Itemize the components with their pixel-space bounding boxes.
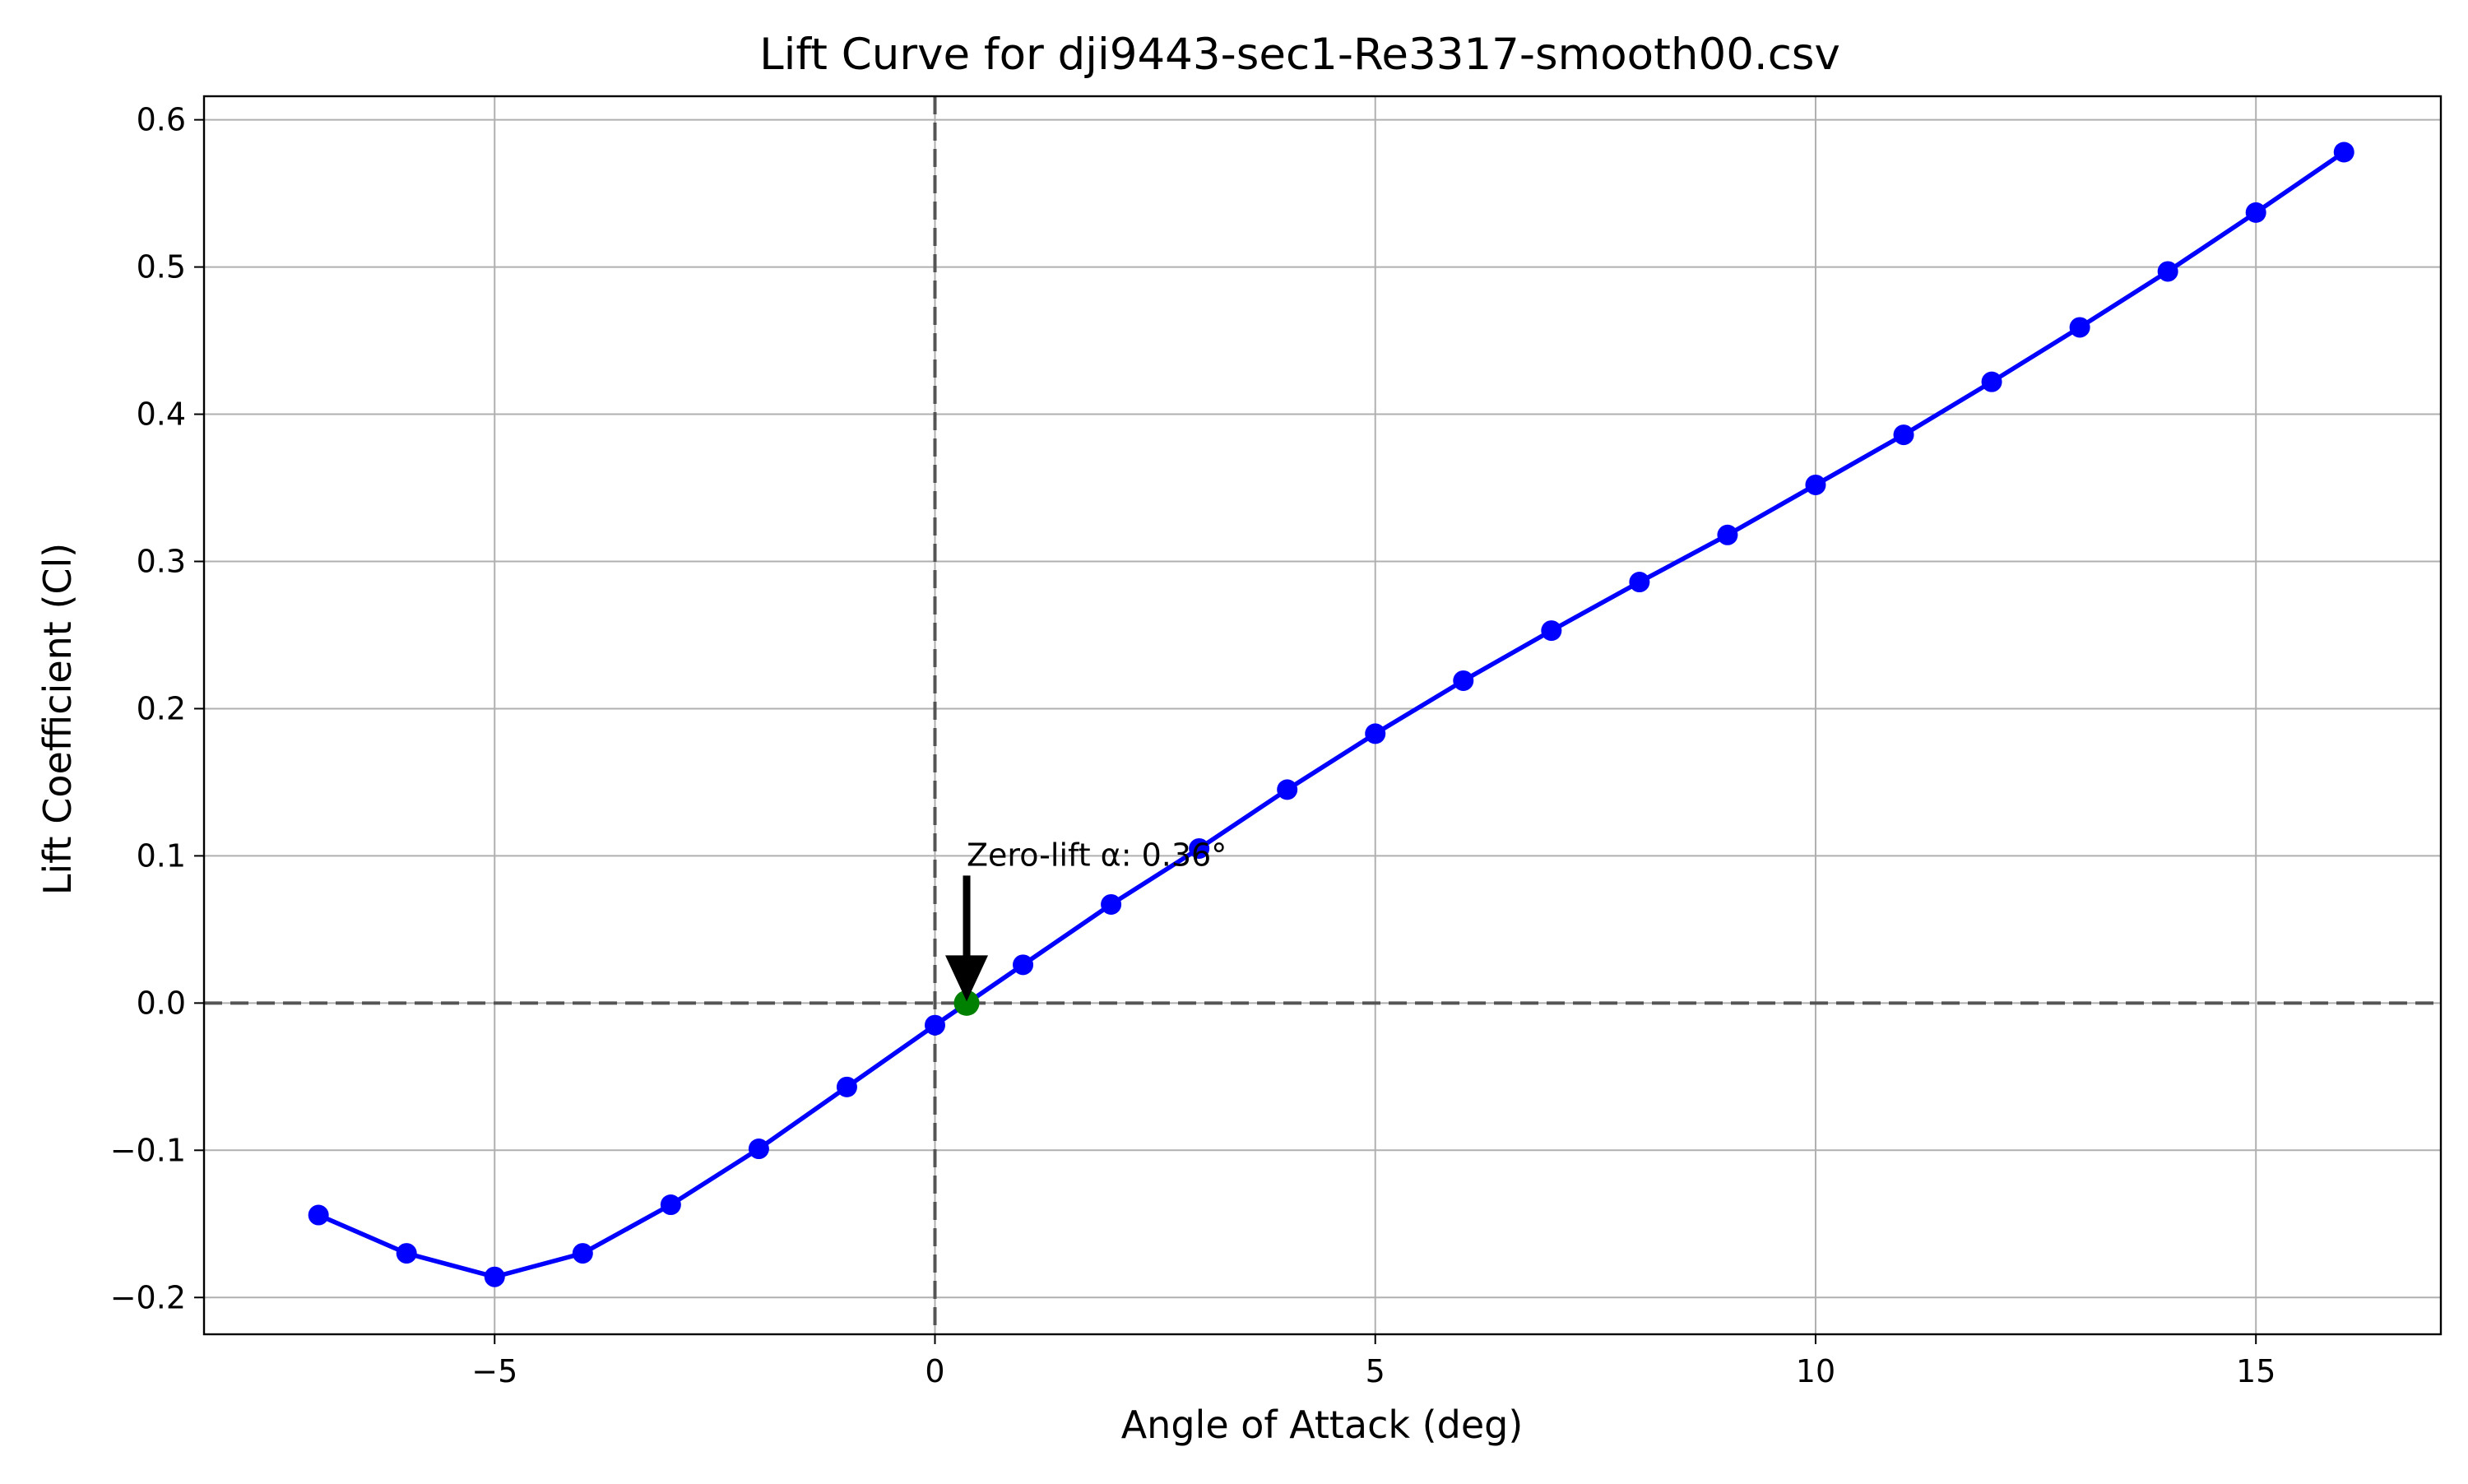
- data-point: [836, 1076, 857, 1097]
- data-point: [2069, 317, 2090, 338]
- reference-lines: [204, 96, 2441, 1334]
- annotation-arrow-head: [945, 955, 989, 1002]
- chart-title: Lift Curve for dji9443-sec1-Re3317-smoot…: [759, 30, 1840, 80]
- x-tick-label: 15: [2236, 1353, 2275, 1389]
- data-point: [2157, 261, 2178, 282]
- data-point: [2245, 202, 2266, 223]
- x-tick-label: 0: [925, 1353, 944, 1389]
- ticks-layer: −5 0 5 10 15 −0.2 −0.1 0.0 0.1 0.2 0.3 0.4 0.5 0.6: [110, 102, 2276, 1389]
- zero-lift-annotation: Zero-lift α: 0.36°: [967, 837, 1227, 873]
- y-tick-label: 0.2: [137, 690, 186, 726]
- y-tick-label: −0.1: [110, 1132, 186, 1168]
- data-point: [308, 1204, 329, 1226]
- data-point: [1629, 572, 1650, 593]
- data-point: [1013, 954, 1034, 976]
- y-tick-label: 0.1: [137, 837, 186, 874]
- y-tick-label: 0.6: [137, 102, 186, 138]
- x-axis-label: Angle of Attack (deg): [1121, 1403, 1524, 1447]
- data-point: [748, 1139, 769, 1160]
- data-point: [1541, 620, 1562, 642]
- data-point: [1717, 524, 1738, 545]
- lift-curve-line: [318, 150, 2345, 1279]
- grid-lines: [204, 96, 2441, 1334]
- data-point: [1365, 723, 1386, 744]
- data-point: [924, 1014, 945, 1036]
- data-point: [660, 1194, 681, 1216]
- data-point: [1101, 893, 1122, 915]
- data-point: [1893, 424, 1914, 446]
- series-layer: [308, 141, 2354, 1287]
- plot-frame: [202, 95, 2442, 1336]
- data-point: [572, 1243, 593, 1264]
- data-point: [1981, 371, 2002, 392]
- y-tick-label: −0.2: [110, 1279, 186, 1315]
- zero-lift-marker: [953, 990, 980, 1016]
- y-tick-label: 0.3: [137, 543, 186, 579]
- y-axis-label: Lift Coefficient (Cl): [35, 543, 80, 895]
- x-tick-label: 10: [1796, 1353, 1835, 1389]
- y-tick-label: 0.5: [137, 249, 186, 285]
- x-tick-label: 5: [1366, 1353, 1385, 1389]
- annotation-layer: Zero-lift α: 0.36°: [945, 837, 1227, 1002]
- data-point: [1277, 779, 1298, 800]
- x-tick-label: −5: [471, 1353, 517, 1389]
- y-tick-label: 0.4: [137, 397, 186, 433]
- data-point: [1805, 474, 1826, 495]
- y-tick-label: 0.0: [137, 985, 186, 1021]
- data-point: [2333, 141, 2354, 163]
- data-point: [396, 1243, 417, 1264]
- data-point: [484, 1266, 505, 1287]
- data-point: [1453, 670, 1474, 691]
- data-point: [1189, 837, 1210, 859]
